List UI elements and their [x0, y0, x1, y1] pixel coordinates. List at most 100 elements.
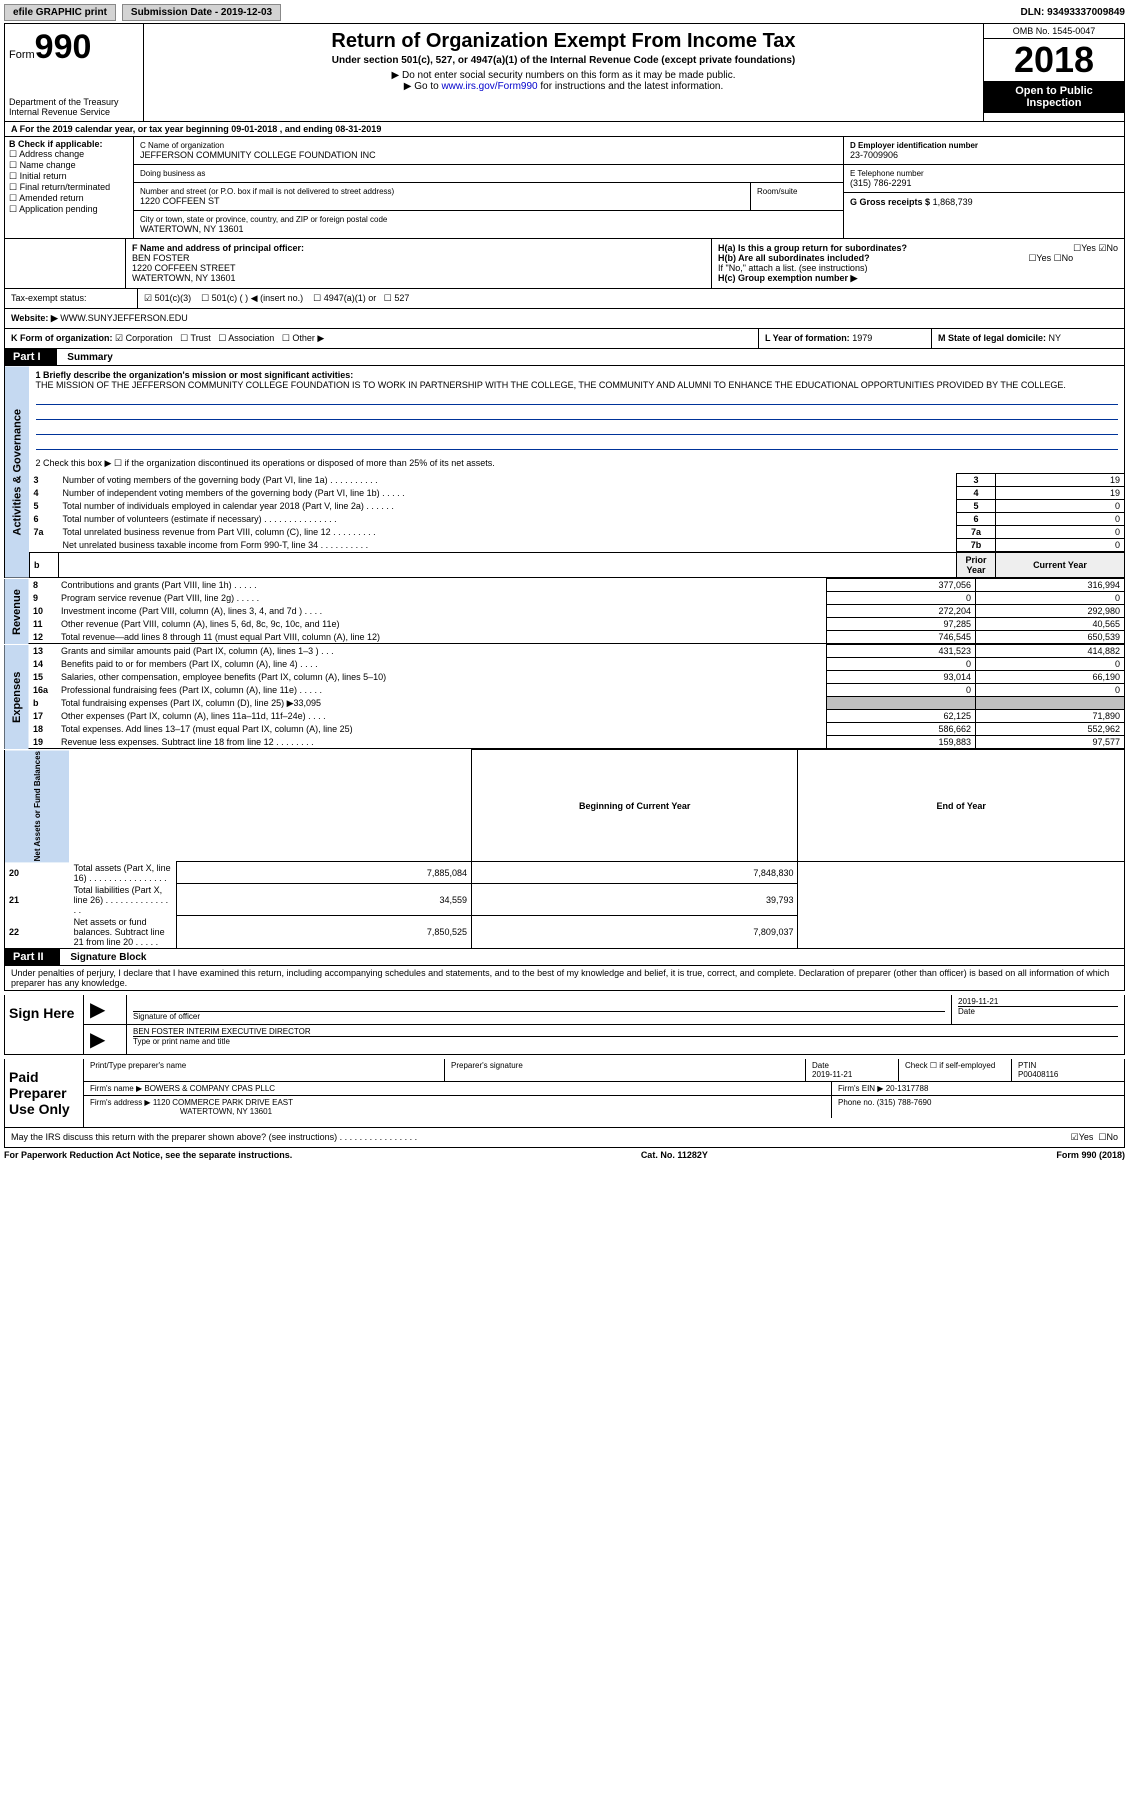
firm-phone-label: Phone no.: [838, 1098, 874, 1107]
dba-label: Doing business as: [140, 169, 837, 178]
omb-label: OMB No. 1545-0047: [984, 24, 1124, 39]
footer-right: Form 990 (2018): [1056, 1150, 1125, 1160]
hb-note: If "No," attach a list. (see instruction…: [718, 263, 1118, 273]
efile-print-button[interactable]: efile GRAPHIC print: [4, 4, 116, 21]
room-label: Room/suite: [757, 187, 837, 196]
sign-date-label: Date: [958, 1006, 1118, 1016]
cb-app-pending[interactable]: ☐ Application pending: [9, 204, 129, 215]
sign-here-label: Sign Here: [5, 995, 84, 1054]
tax-exempt-label: Tax-exempt status:: [5, 289, 138, 308]
firm-addr-value: 1120 COMMERCE PARK DRIVE EAST: [153, 1098, 293, 1107]
expenses-table: Expenses 13Grants and similar amounts pa…: [4, 644, 1125, 749]
cb-initial-return[interactable]: ☐ Initial return: [9, 171, 129, 182]
sign-here-block: Sign Here ▶ Signature of officer 2019-11…: [4, 995, 1125, 1055]
ein-phone-col: D Employer identification number 23-7009…: [844, 137, 1124, 238]
cb-name-change[interactable]: ☐ Name change: [9, 160, 129, 171]
part1-title: Summary: [67, 352, 113, 363]
website-value: WWW.SUNYJEFFERSON.EDU: [60, 313, 188, 323]
dept-label: Department of the Treasury Internal Reve…: [9, 97, 139, 117]
officer-addr2: WATERTOWN, NY 13601: [132, 273, 705, 283]
cb-501c[interactable]: 501(c) ( ) ◀ (insert no.): [212, 293, 303, 303]
prior-year-header: Prior Year: [957, 553, 996, 578]
l-value: 1979: [852, 333, 872, 343]
activities-governance-label: Activities & Governance: [5, 366, 30, 578]
checkbox-col-b: B Check if applicable: ☐ Address change …: [5, 137, 134, 238]
tax-exempt-row: Tax-exempt status: ☑ 501(c)(3) ☐ 501(c) …: [4, 289, 1125, 309]
note-ssn: ▶ Do not enter social security numbers o…: [148, 70, 979, 81]
summary-table: Activities & Governance 1 Briefly descri…: [4, 366, 1125, 578]
revenue-table: Revenue 8Contributions and grants (Part …: [4, 578, 1125, 644]
cb-corp[interactable]: Corporation: [126, 333, 173, 343]
prep-date-label: Date: [812, 1061, 829, 1070]
footer-mid: Cat. No. 11282Y: [641, 1150, 708, 1160]
footer: For Paperwork Reduction Act Notice, see …: [4, 1148, 1125, 1162]
m-value: NY: [1049, 333, 1062, 343]
cb-527[interactable]: 527: [394, 293, 409, 303]
self-employed-check[interactable]: Check ☐ if self-employed: [899, 1059, 1012, 1081]
revenue-label: Revenue: [5, 579, 30, 644]
city-label: City or town, state or province, country…: [140, 215, 837, 224]
hb-row: H(b) Are all subordinates included? ☐Yes…: [718, 253, 1118, 263]
m-label: M State of legal domicile:: [938, 333, 1046, 343]
ptin-value: P00408116: [1018, 1070, 1058, 1079]
cb-501c3[interactable]: 501(c)(3): [155, 293, 192, 303]
discuss-text: May the IRS discuss this return with the…: [11, 1132, 1071, 1143]
cb-amended[interactable]: ☐ Amended return: [9, 193, 129, 204]
l-label: L Year of formation:: [765, 333, 850, 343]
signer-name: BEN FOSTER INTERIM EXECUTIVE DIRECTOR: [133, 1027, 1118, 1036]
gross-receipts-label: G Gross receipts $: [850, 197, 930, 207]
form-number: Form990: [9, 28, 139, 67]
box-b-label: B Check if applicable:: [9, 139, 129, 149]
ha-row: H(a) Is this a group return for subordin…: [718, 243, 1118, 253]
k-label: K Form of organization:: [11, 333, 113, 343]
mission-text: THE MISSION OF THE JEFFERSON COMMUNITY C…: [36, 380, 1066, 390]
klm-row: K Form of organization: ☑ Corporation ☐ …: [4, 329, 1125, 349]
firm-ein-label: Firm's EIN ▶: [838, 1084, 883, 1093]
part2-title: Signature Block: [70, 952, 146, 963]
form-title: Return of Organization Exempt From Incom…: [148, 30, 979, 53]
website-label: Website: ▶: [11, 313, 58, 323]
org-info-block: B Check if applicable: ☐ Address change …: [4, 137, 1125, 239]
discuss-no[interactable]: ☐No: [1098, 1132, 1118, 1143]
cb-4947[interactable]: 4947(a)(1) or: [324, 293, 377, 303]
firm-ein-value: 20-1317788: [886, 1084, 929, 1093]
officer-addr1: 1220 COFFEEN STREET: [132, 263, 705, 273]
irs-link[interactable]: www.irs.gov/Form990: [441, 81, 537, 92]
paid-preparer-block: Paid Preparer Use Only Print/Type prepar…: [4, 1059, 1125, 1128]
end-year-header: End of Year: [798, 750, 1125, 862]
phone-value: (315) 786-2291: [850, 178, 1118, 188]
discuss-yes[interactable]: ☑Yes: [1071, 1132, 1094, 1143]
city-state-zip: WATERTOWN, NY 13601: [140, 224, 837, 234]
firm-city-value: WATERTOWN, NY 13601: [180, 1107, 272, 1116]
expenses-label: Expenses: [5, 645, 30, 749]
part-i: Part I Summary: [4, 349, 1125, 366]
website-row: Website: ▶ WWW.SUNYJEFFERSON.EDU: [4, 309, 1125, 329]
prep-date-value: 2019-11-21: [812, 1070, 852, 1079]
signer-name-label: Type or print name and title: [133, 1036, 1118, 1046]
cb-other[interactable]: Other ▶: [292, 333, 324, 343]
cb-assoc[interactable]: Association: [228, 333, 274, 343]
cb-final-return[interactable]: ☐ Final return/terminated: [9, 182, 129, 193]
sign-date-value: 2019-11-21: [958, 997, 1118, 1006]
hc-row: H(c) Group exemption number ▶: [718, 273, 1118, 284]
sig-officer-label: Signature of officer: [133, 1011, 945, 1021]
firm-name-label: Firm's name ▶: [90, 1084, 142, 1093]
paid-preparer-label: Paid Preparer Use Only: [5, 1059, 84, 1127]
officer-group-block: F Name and address of principal officer:…: [4, 239, 1125, 289]
officer-name: BEN FOSTER: [132, 253, 705, 263]
form-header: Form990 Department of the Treasury Inter…: [4, 23, 1125, 122]
beg-year-header: Beginning of Current Year: [471, 750, 798, 862]
row-a-tax-year: A For the 2019 calendar year, or tax yea…: [4, 122, 1125, 137]
firm-phone-value: (315) 788-7690: [877, 1098, 932, 1107]
prep-sig-label: Preparer's signature: [445, 1059, 806, 1081]
open-public-label: Open to Public Inspection: [984, 81, 1124, 113]
submission-date-button[interactable]: Submission Date - 2019-12-03: [122, 4, 281, 21]
ein-label: D Employer identification number: [850, 141, 1118, 150]
part2-header: Part II: [13, 951, 44, 963]
penalties-text: Under penalties of perjury, I declare th…: [4, 966, 1125, 991]
cb-trust[interactable]: Trust: [191, 333, 211, 343]
officer-label: F Name and address of principal officer:: [132, 243, 705, 253]
phone-label: E Telephone number: [850, 169, 1118, 178]
cb-address-change[interactable]: ☐ Address change: [9, 149, 129, 160]
footer-left: For Paperwork Reduction Act Notice, see …: [4, 1150, 292, 1160]
